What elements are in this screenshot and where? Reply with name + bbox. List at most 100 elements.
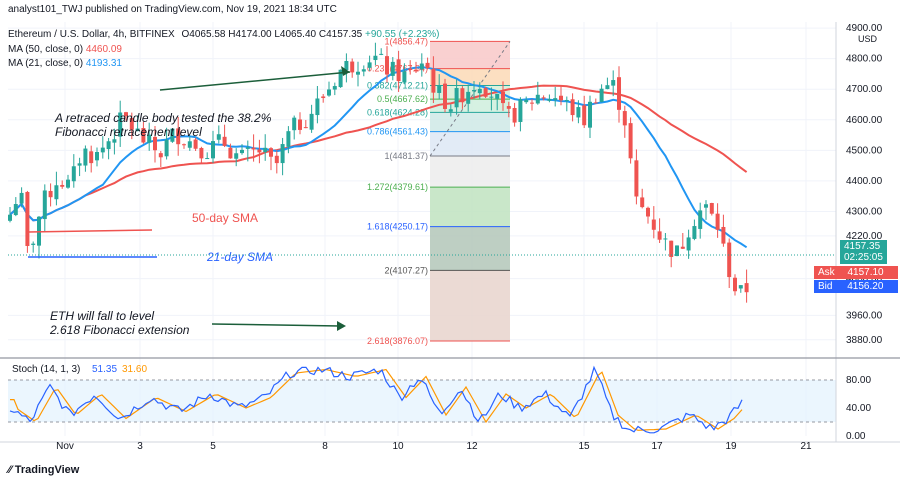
candle-body bbox=[466, 91, 471, 104]
fib-level-label: 2.618(3876.07) bbox=[367, 336, 428, 346]
stochastic-pane: 80.00 40.00 0.00 Stoch (14, 1, 3) 51.35 31.60 bbox=[8, 364, 871, 442]
fib-trend-line bbox=[429, 41, 511, 157]
candles bbox=[8, 42, 749, 303]
stoch-band bbox=[8, 380, 836, 422]
time-tick: 3 bbox=[137, 441, 143, 452]
symbol-row: Ethereum / U.S. Dollar, 4h, BITFINEX O40… bbox=[8, 29, 440, 40]
ma50-label: MA (50, close, 0) bbox=[8, 44, 84, 55]
candle-body bbox=[634, 160, 639, 197]
candle-body bbox=[158, 153, 163, 158]
candle-body bbox=[60, 184, 65, 187]
candle-body bbox=[518, 99, 523, 122]
candle-body bbox=[251, 147, 256, 150]
fib-level-label: 1(4481.37) bbox=[384, 151, 428, 161]
candle-body bbox=[298, 119, 302, 130]
candle-body bbox=[599, 88, 604, 102]
price-tick: 4800.00 bbox=[846, 54, 883, 65]
candle-body bbox=[245, 147, 250, 149]
bid-tag: Bid 4156.20 bbox=[814, 280, 898, 293]
author-line: analyst101_TWJ published on TradingView.… bbox=[8, 4, 337, 15]
candle-body bbox=[19, 192, 24, 204]
candle-body bbox=[564, 99, 569, 101]
candle-body bbox=[182, 144, 186, 146]
candle-body bbox=[512, 107, 517, 123]
candle-body bbox=[303, 127, 308, 129]
ma50-value: 4460.09 bbox=[85, 44, 122, 55]
time-tick: 12 bbox=[466, 441, 478, 452]
candle-body bbox=[651, 219, 656, 230]
candle-body bbox=[338, 69, 343, 88]
fib-level-label: 0.618(4624.28) bbox=[367, 107, 428, 117]
candle-body bbox=[570, 99, 575, 116]
time-tick: 10 bbox=[392, 441, 404, 452]
stoch-tick: 40.00 bbox=[846, 403, 871, 414]
candle-body bbox=[733, 277, 737, 292]
ma50-row[interactable]: MA (50, close, 0) 4460.09 bbox=[8, 44, 122, 55]
candle-body bbox=[454, 87, 459, 108]
stoch-tick: 0.00 bbox=[846, 431, 866, 442]
fib-level-label: 2(4107.27) bbox=[384, 265, 428, 275]
candle-body bbox=[170, 128, 175, 142]
candle-body bbox=[100, 147, 105, 153]
time-tick: 17 bbox=[651, 441, 663, 452]
candle-body bbox=[193, 139, 198, 149]
retrace-note-line1: A retraced candle body tested the 38.2% bbox=[54, 111, 272, 125]
candle-body bbox=[54, 185, 59, 200]
ma21-row[interactable]: MA (21, close, 0) 4193.31 bbox=[8, 58, 122, 69]
candle-body bbox=[48, 190, 53, 198]
candle-body bbox=[147, 134, 152, 143]
candle-body bbox=[106, 141, 111, 150]
candle-body bbox=[605, 85, 610, 90]
candle-body bbox=[448, 109, 453, 112]
candle-body bbox=[692, 226, 697, 239]
candle-body bbox=[593, 102, 598, 104]
candle-body bbox=[228, 147, 233, 159]
candle-body bbox=[344, 60, 349, 71]
candle-body bbox=[396, 59, 401, 82]
grid bbox=[8, 22, 836, 436]
candle-body bbox=[704, 204, 708, 208]
candle-body bbox=[669, 240, 674, 257]
candle-body bbox=[257, 149, 262, 153]
fib-zone bbox=[430, 187, 510, 227]
candle-body bbox=[77, 163, 82, 166]
fib-zone bbox=[430, 156, 510, 188]
fib-zone bbox=[430, 226, 510, 271]
symbol-label[interactable]: Ethereum / U.S. Dollar, 4h, BITFINEX bbox=[8, 29, 175, 40]
stoch-k-value: 51.35 bbox=[92, 364, 117, 375]
price-tick: 4220.00 bbox=[846, 231, 883, 242]
candle-body bbox=[25, 191, 30, 246]
candle-body bbox=[408, 68, 413, 71]
candle-body bbox=[524, 99, 529, 103]
candle-body bbox=[332, 86, 337, 90]
candle-body bbox=[222, 136, 227, 146]
time-tick: 5 bbox=[210, 441, 216, 452]
ohlc-values: O4065.58 H4174.00 L4065.40 C4157.35 bbox=[181, 29, 363, 40]
candle-body bbox=[582, 105, 587, 126]
candle-body bbox=[379, 53, 384, 55]
candle-body bbox=[164, 139, 169, 157]
candle-body bbox=[356, 71, 360, 75]
time-tick: 21 bbox=[800, 441, 812, 452]
candle-body bbox=[141, 128, 146, 143]
currency-label: USD bbox=[858, 34, 878, 44]
ask-label: Ask bbox=[818, 267, 835, 278]
candle-body bbox=[402, 71, 407, 83]
candle-body bbox=[640, 197, 645, 208]
tv-logo-icon: ⁄⁄ bbox=[8, 464, 15, 476]
time-tick: Nov bbox=[56, 441, 74, 452]
candle-body bbox=[506, 106, 511, 109]
candle-body bbox=[118, 112, 123, 137]
bid-value: 4156.20 bbox=[847, 281, 884, 292]
candle-body bbox=[698, 210, 703, 229]
fib-zone bbox=[430, 99, 510, 113]
fibonacci-tool: 1(4856.47)0.236(4767.34)0.382(4712.21)0.… bbox=[367, 36, 511, 346]
fib-level-label: 1(4856.47) bbox=[384, 36, 428, 46]
candle-body bbox=[205, 158, 210, 160]
candle-body bbox=[292, 117, 297, 131]
tradingview-logo[interactable]: ⁄⁄ TradingView bbox=[8, 464, 79, 476]
candle-body bbox=[495, 93, 500, 99]
candle-body bbox=[559, 95, 563, 101]
fib-zone bbox=[430, 270, 510, 341]
candle-body bbox=[361, 69, 366, 72]
